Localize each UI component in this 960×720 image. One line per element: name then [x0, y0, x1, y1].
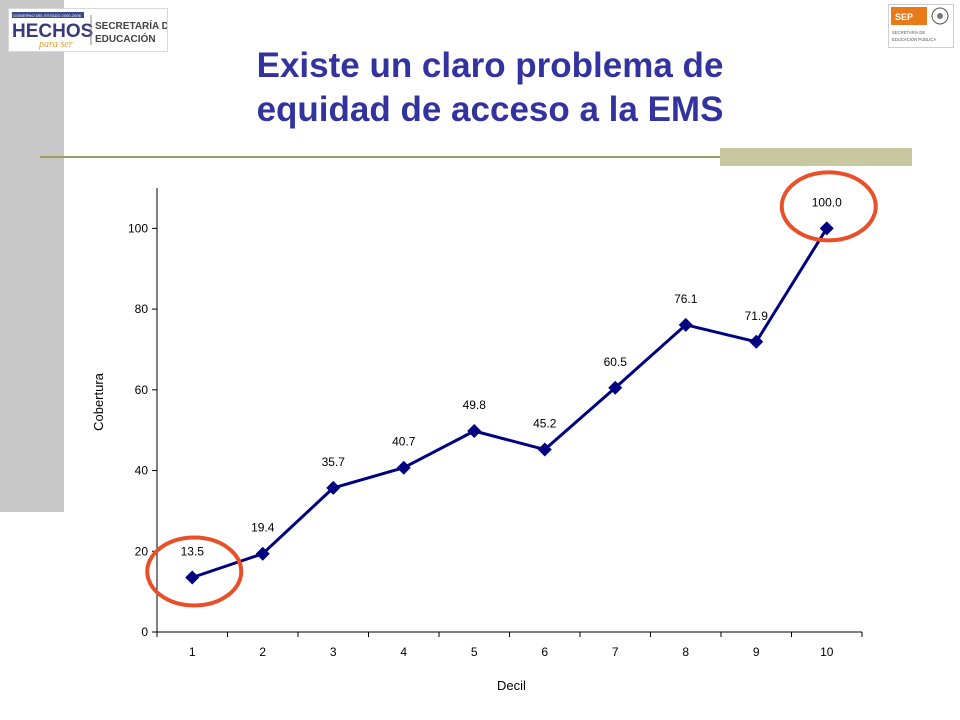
highlight-circle	[145, 535, 244, 608]
logo-top-text: GOBIERNO DEL ESTADO 2000-2006	[13, 13, 82, 18]
x-tick-label: 2	[259, 645, 266, 659]
y-tick-label: 100	[128, 221, 148, 235]
slide-title-line2: equidad de acceso a la EMS	[256, 90, 724, 129]
y-tick-label: 60	[135, 383, 149, 397]
data-label: 13.5	[181, 545, 205, 559]
x-tick-label: 6	[541, 645, 548, 659]
data-label: 71.9	[745, 309, 769, 323]
logo-brand-script: para ser	[38, 39, 73, 50]
highlight-circle	[779, 170, 878, 243]
data-point-marker	[537, 442, 552, 457]
logo-brand: HECHOS	[12, 21, 93, 42]
sep-logo-badge	[891, 7, 927, 25]
x-tick-label: 7	[612, 645, 619, 659]
data-label: 40.7	[392, 435, 416, 449]
logo-org-line1: SECRETARÍA DE	[95, 19, 167, 32]
x-tick-label: 3	[330, 645, 337, 659]
data-label: 100.0	[812, 195, 842, 209]
title-accent-block	[720, 148, 912, 166]
x-tick-label: 9	[753, 645, 760, 659]
data-point-marker	[608, 380, 623, 395]
logo-org-line2: EDUCACIÓN	[95, 32, 156, 45]
data-point-marker	[326, 480, 341, 495]
data-point-marker	[749, 334, 764, 349]
hechos-sec-educacion-logo: GOBIERNO DEL ESTADO 2000-2006 HECHOS par…	[8, 8, 176, 52]
data-label: 35.7	[322, 455, 346, 469]
data-point-marker	[396, 460, 411, 475]
x-tick-label: 10	[820, 645, 834, 659]
y-tick-label: 0	[141, 625, 148, 639]
x-tick-label: 4	[400, 645, 407, 659]
data-point-marker	[678, 317, 693, 332]
y-tick-label: 80	[135, 302, 149, 316]
data-label: 76.1	[674, 292, 698, 306]
slide-title: Existe un claro problema de equidad de a…	[90, 44, 890, 132]
data-label: 49.8	[463, 398, 487, 412]
sep-line1: SECRETARÍA DE	[892, 30, 925, 35]
title-divider	[40, 156, 912, 158]
data-label: 45.2	[533, 417, 557, 431]
x-tick-label: 8	[682, 645, 689, 659]
slide-title-line1: Existe un claro problema de	[256, 46, 724, 85]
y-tick-label: 20	[135, 544, 149, 558]
x-tick-label: 5	[471, 645, 478, 659]
y-axis-title: Cobertura	[91, 372, 106, 431]
x-tick-label: 1	[189, 645, 196, 659]
data-point-marker	[185, 570, 200, 585]
x-axis-title: Decil	[497, 678, 526, 693]
left-decor-band	[0, 0, 64, 512]
y-tick-label: 40	[135, 464, 149, 478]
data-point-marker	[819, 221, 834, 236]
data-label: 60.5	[604, 355, 628, 369]
series-line	[191, 227, 829, 579]
sep-line2: EDUCACIÓN PÚBLICA	[892, 37, 936, 42]
logo-top-strip	[12, 12, 84, 18]
sep-logo: SEP SECRETARÍA DE EDUCACIÓN PÚBLICA	[888, 4, 954, 48]
data-label: 19.4	[251, 521, 275, 535]
mexico-seal-icon	[931, 7, 949, 25]
data-point-marker	[467, 423, 482, 438]
sep-acronym: SEP	[895, 12, 913, 22]
data-point-marker	[255, 546, 270, 561]
